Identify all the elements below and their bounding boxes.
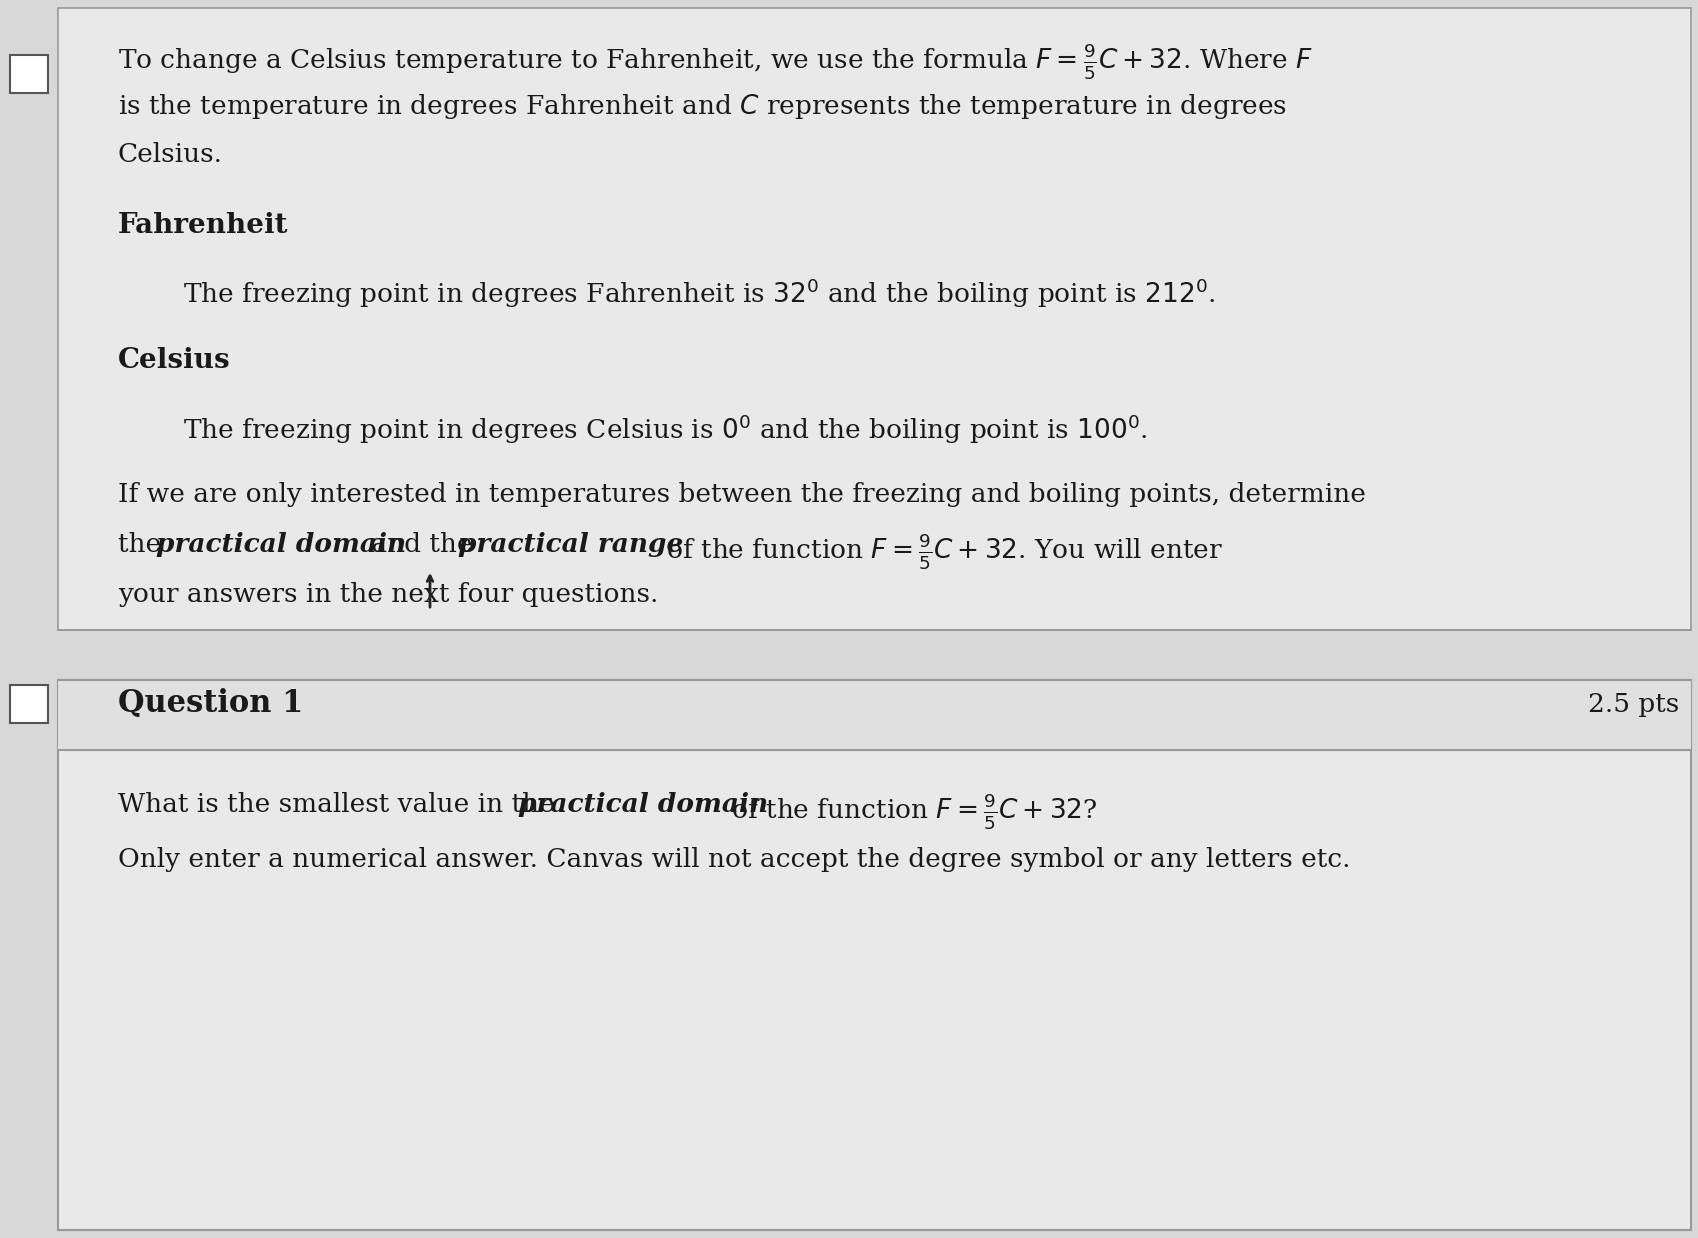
Text: 2.5 pts: 2.5 pts [1588,692,1678,717]
Text: is the temperature in degrees Fahrenheit and $C$ represents the temperature in d: is the temperature in degrees Fahrenheit… [117,92,1287,121]
Text: of the function $F = \frac{9}{5}C + 32$. You will enter: of the function $F = \frac{9}{5}C + 32$.… [657,532,1223,572]
Bar [58,680,1690,750]
Text: Fahrenheit: Fahrenheit [117,212,289,239]
Bar [10,54,48,93]
Text: To change a Celsius temperature to Fahrenheit, we use the formula $F = \frac{9}{: To change a Celsius temperature to Fahre… [117,42,1313,82]
Text: Only enter a numerical answer. Canvas will not accept the degree symbol or any l: Only enter a numerical answer. Canvas wi… [117,847,1350,872]
Text: If we are only interested in temperatures between the freezing and boiling point: If we are only interested in temperature… [117,482,1365,508]
Text: the: the [117,532,170,557]
Text: your answers in the next four questions.: your answers in the next four questions. [117,582,659,607]
Text: Celsius.: Celsius. [117,142,222,167]
Text: Celsius: Celsius [117,347,231,374]
Bar [58,680,1690,1231]
Text: and the: and the [363,532,481,557]
Text: Question 1: Question 1 [117,688,302,719]
Bar [10,685,48,723]
Text: The freezing point in degrees Fahrenheit is $32^{0}$ and the boiling point is $2: The freezing point in degrees Fahrenheit… [183,277,1214,311]
Text: The freezing point in degrees Celsius is $0^{0}$ and the boiling point is $100^{: The freezing point in degrees Celsius is… [183,412,1146,446]
Text: practical domain: practical domain [518,792,767,817]
Text: practical domain: practical domain [156,532,406,557]
Text: practical range: practical range [458,532,683,557]
Text: of the function $F = \frac{9}{5}C + 32$?: of the function $F = \frac{9}{5}C + 32$? [723,792,1097,832]
Bar [58,7,1690,630]
Text: What is the smallest value in the: What is the smallest value in the [117,792,562,817]
